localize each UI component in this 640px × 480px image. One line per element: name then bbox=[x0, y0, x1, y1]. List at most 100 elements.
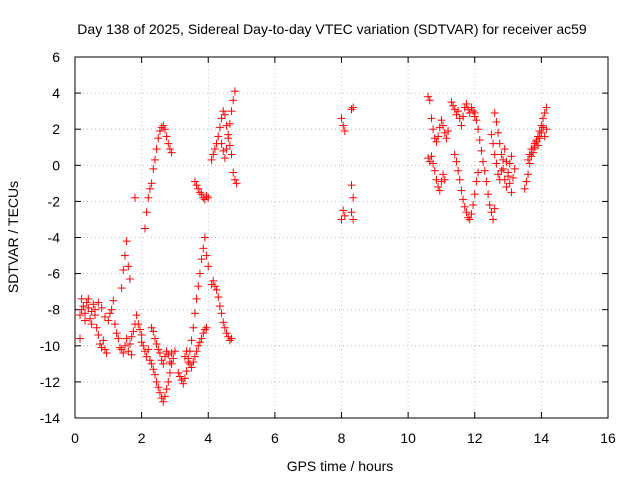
data-point bbox=[432, 175, 441, 184]
data-point bbox=[137, 338, 146, 347]
data-point bbox=[169, 354, 178, 363]
data-point bbox=[182, 347, 191, 356]
data-point bbox=[424, 92, 433, 101]
data-point bbox=[159, 121, 168, 130]
data-point bbox=[230, 175, 239, 184]
data-point bbox=[174, 368, 183, 377]
data-point bbox=[195, 338, 204, 347]
data-point bbox=[80, 309, 89, 318]
data-point bbox=[187, 336, 196, 345]
data-point bbox=[470, 190, 479, 199]
data-point bbox=[230, 87, 239, 96]
data-point bbox=[150, 334, 159, 343]
y-tick-label: -10 bbox=[40, 338, 60, 354]
data-point bbox=[510, 164, 519, 173]
data-point bbox=[219, 318, 228, 327]
data-point bbox=[190, 309, 199, 318]
data-point bbox=[470, 108, 479, 117]
data-point bbox=[157, 356, 166, 365]
data-point bbox=[220, 154, 229, 163]
data-point bbox=[147, 359, 156, 368]
data-point bbox=[490, 108, 499, 117]
data-point bbox=[339, 206, 348, 215]
data-point bbox=[162, 132, 171, 141]
data-point bbox=[79, 302, 88, 311]
data-point bbox=[182, 367, 191, 376]
data-point bbox=[189, 323, 198, 332]
data-point bbox=[462, 208, 471, 217]
data-point bbox=[540, 132, 549, 141]
data-point bbox=[214, 293, 223, 302]
data-point bbox=[155, 349, 164, 358]
data-point bbox=[439, 121, 448, 130]
chart-title: Day 138 of 2025, Sidereal Day-to-day VTE… bbox=[77, 21, 587, 37]
data-point bbox=[159, 359, 168, 368]
data-point bbox=[427, 114, 436, 123]
data-point bbox=[499, 164, 508, 173]
data-point bbox=[154, 345, 163, 354]
data-point bbox=[190, 177, 199, 186]
data-point bbox=[194, 282, 203, 291]
data-point bbox=[119, 349, 128, 358]
data-point bbox=[222, 329, 231, 338]
data-point bbox=[167, 349, 176, 358]
data-point bbox=[154, 134, 163, 143]
data-point bbox=[432, 137, 441, 146]
data-point bbox=[467, 103, 476, 112]
data-point bbox=[217, 139, 226, 148]
data-point bbox=[539, 123, 548, 132]
data-point bbox=[129, 327, 138, 336]
data-point bbox=[175, 372, 184, 381]
data-point bbox=[504, 172, 513, 181]
data-point bbox=[465, 215, 474, 224]
data-point bbox=[474, 168, 483, 177]
data-point bbox=[490, 204, 499, 213]
data-point bbox=[105, 309, 114, 318]
data-point bbox=[340, 127, 349, 136]
data-point bbox=[204, 193, 213, 202]
data-point bbox=[194, 184, 203, 193]
data-point bbox=[210, 282, 219, 291]
data-point bbox=[159, 397, 168, 406]
data-point bbox=[202, 323, 211, 332]
data-point bbox=[214, 132, 223, 141]
data-point bbox=[460, 202, 469, 211]
data-point bbox=[532, 137, 541, 146]
data-point bbox=[184, 354, 193, 363]
data-point bbox=[452, 110, 461, 119]
data-point bbox=[225, 336, 234, 345]
data-point bbox=[442, 134, 451, 143]
data-point bbox=[215, 123, 224, 132]
data-point bbox=[534, 141, 543, 150]
data-point bbox=[485, 201, 494, 210]
data-point bbox=[347, 181, 356, 190]
data-point bbox=[455, 114, 464, 123]
x-axis-title: GPS time / hours bbox=[287, 458, 394, 474]
data-point bbox=[500, 175, 509, 184]
data-point bbox=[167, 359, 176, 368]
data-point bbox=[99, 336, 108, 345]
y-tick-label: -6 bbox=[48, 266, 61, 282]
data-point bbox=[539, 114, 548, 123]
data-point bbox=[457, 186, 466, 195]
data-point bbox=[492, 117, 501, 126]
data-point bbox=[459, 195, 468, 204]
data-point bbox=[220, 323, 229, 332]
data-point bbox=[187, 363, 196, 372]
data-point bbox=[147, 179, 156, 188]
data-point bbox=[75, 334, 84, 343]
data-point bbox=[160, 125, 169, 134]
data-point bbox=[450, 150, 459, 159]
data-point bbox=[502, 182, 511, 191]
x-tick-label: 12 bbox=[467, 430, 483, 446]
data-point bbox=[527, 145, 536, 154]
data-point bbox=[92, 323, 101, 332]
y-tick-label: 0 bbox=[52, 157, 60, 173]
data-point bbox=[225, 119, 234, 128]
data-point bbox=[180, 352, 189, 361]
plot-frame bbox=[74, 56, 609, 419]
data-point bbox=[497, 166, 506, 175]
data-point bbox=[480, 166, 489, 175]
data-point bbox=[484, 190, 493, 199]
